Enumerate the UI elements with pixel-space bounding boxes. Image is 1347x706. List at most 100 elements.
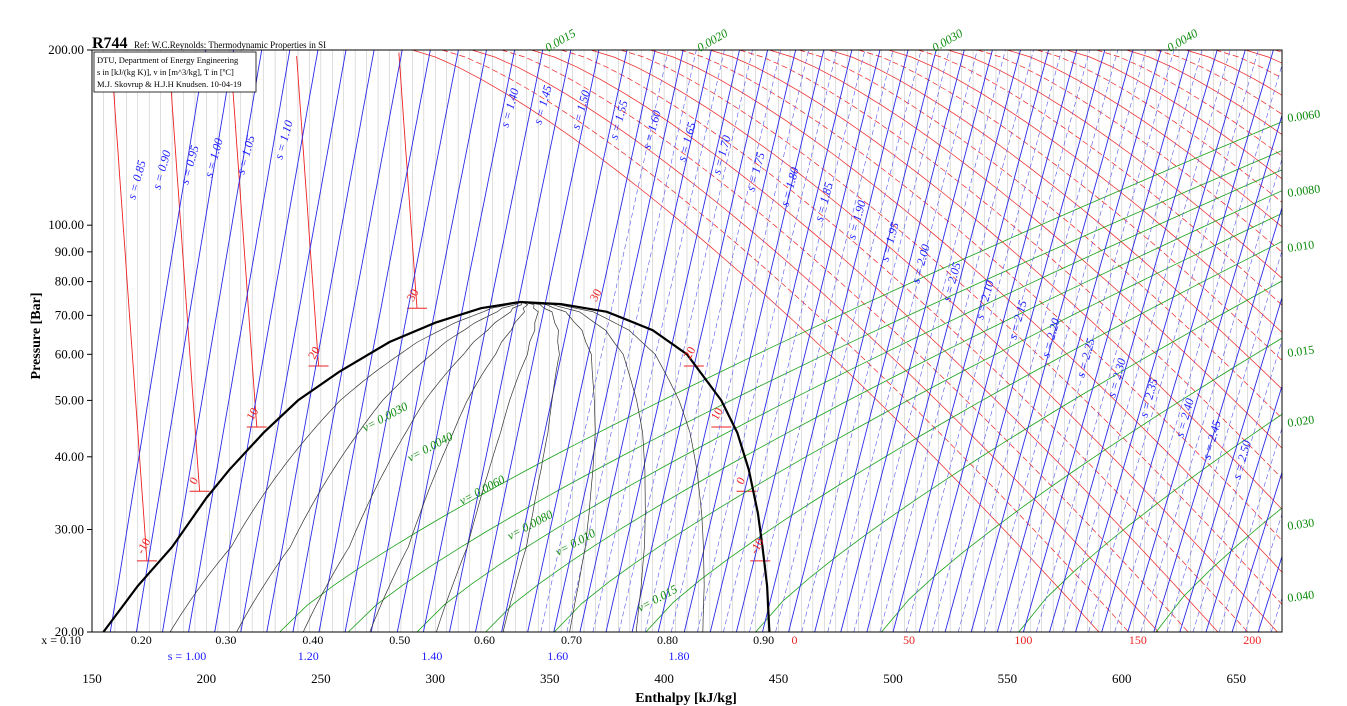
isochore [755, 280, 1282, 632]
isotherm-liquid [110, 56, 148, 561]
isentrope [240, 50, 347, 632]
quality-line [519, 301, 596, 632]
isentrope [683, 50, 825, 632]
isentrope [866, 50, 1021, 632]
isochore [348, 150, 1282, 632]
isentrope-minor [644, 50, 781, 632]
y-tick-label: 100.00 [48, 217, 84, 232]
y-axis-ticks: 20.00 30.00 40.00 50.00 60.00 70.00 80.00 90.00… [48, 42, 92, 639]
isentrope [266, 50, 375, 632]
isochore [279, 121, 1282, 632]
isochore [645, 241, 1282, 632]
chart-title: R744 [92, 35, 128, 52]
y-tick-label: 30.00 [55, 522, 84, 537]
isotherm [828, 50, 1282, 390]
isentrope [892, 50, 1050, 632]
isentrope-minor [1036, 50, 1203, 632]
isochore [1018, 413, 1282, 632]
isentrope-minor [827, 50, 978, 632]
isentrope [840, 50, 993, 632]
x-tick-label: 500 [883, 671, 903, 686]
isotherm [531, 50, 1219, 632]
isentrope-lines [109, 50, 1282, 632]
isentrope [501, 50, 628, 632]
isentrope [292, 50, 403, 632]
isentrope [970, 50, 1134, 632]
temperature-tick-label: 150 [1129, 633, 1147, 647]
isotherm [650, 50, 1282, 573]
quality-line [302, 301, 522, 632]
x-tick-label: 200 [197, 671, 217, 686]
temperature-tick-label: 100 [1014, 633, 1032, 647]
isentrope [1101, 50, 1274, 632]
info-line-3: M.J. Skovrup & H.J.H Knudsen. 10-04-19 [97, 79, 242, 89]
isentrope [709, 50, 853, 632]
isochore-label-right: 0.020 [1286, 412, 1315, 430]
isotherm-liquid [398, 52, 418, 309]
isentrope-minor [775, 50, 922, 632]
isotherm-liquid [296, 55, 320, 367]
x-tick-label: 400 [654, 671, 674, 686]
isochore-label-right: 0.030 [1286, 515, 1315, 533]
y-tick-label: 200.00 [48, 42, 84, 57]
y-tick-label: 50.00 [55, 392, 84, 407]
isotherm [1155, 50, 1282, 115]
isentrope-minor [566, 50, 697, 632]
isotherm [441, 50, 1129, 632]
y-tick-label: 70.00 [55, 307, 84, 322]
isentrope [396, 50, 516, 632]
isochore-label-right: 0.0080 [1286, 182, 1321, 200]
isentrope-minor [1010, 50, 1175, 632]
isentrope [1049, 50, 1218, 632]
quality-tick-label: 0.20 [131, 633, 152, 647]
isentrope-minor [697, 50, 838, 632]
isentrope-minor [984, 50, 1147, 632]
isentrope [631, 50, 769, 632]
entropy-tick-label: 1.20 [298, 649, 319, 663]
isochore [416, 169, 1282, 632]
entropy-tick-label: 1.80 [669, 649, 690, 663]
info-box [93, 51, 257, 93]
quality-tick-label: 0.80 [657, 633, 678, 647]
isentrope [918, 50, 1078, 632]
x-tick-label: 300 [426, 671, 446, 686]
isentrope [1075, 50, 1246, 632]
isotherm [917, 50, 1282, 306]
saturation-dome [102, 300, 771, 633]
entropy-tick-label: 1.40 [421, 649, 442, 663]
y-tick-label: 90.00 [55, 244, 84, 259]
isentrope-minor [749, 50, 894, 632]
quality-line [369, 301, 529, 632]
isentrope [814, 50, 965, 632]
plot-frame [91, 49, 1283, 633]
x-tick-label: 250 [311, 671, 331, 686]
chart-subtitle: Ref: W.C.Reynolds: Thermodynamic Propert… [134, 40, 326, 50]
isentrope [1022, 50, 1190, 632]
isentrope-minor [1140, 157, 1282, 632]
isotherm [769, 50, 1282, 449]
isentrope-minor [618, 50, 753, 632]
isentrope [762, 50, 909, 632]
isotherm [1007, 50, 1282, 228]
entropy-tick-label: s = 1.00 [168, 649, 206, 663]
quality-line [502, 301, 560, 632]
isentrope [344, 50, 459, 632]
isentrope [944, 50, 1106, 632]
isentrope-minor [957, 50, 1119, 632]
x-tick-label: 350 [540, 671, 560, 686]
isochore [554, 213, 1282, 632]
quality-line [436, 301, 539, 632]
quality-tick-label: 0.90 [753, 633, 774, 647]
isentrope [1205, 384, 1282, 632]
isotherm [412, 50, 1100, 632]
temperature-tick-label: 200 [1243, 633, 1261, 647]
saturation-curve [102, 300, 771, 633]
quality-line [169, 301, 520, 632]
isotherm [590, 50, 1278, 632]
info-line-2: s in [kJ/(kg K)], v in [m^3/kg], T in [º… [97, 67, 234, 77]
x-tick-label: 450 [769, 671, 789, 686]
quality-line [519, 301, 646, 632]
isentrope [1153, 206, 1282, 632]
isentrope-minor [1166, 249, 1282, 632]
isochore-label-right: 0.0060 [1286, 107, 1321, 125]
